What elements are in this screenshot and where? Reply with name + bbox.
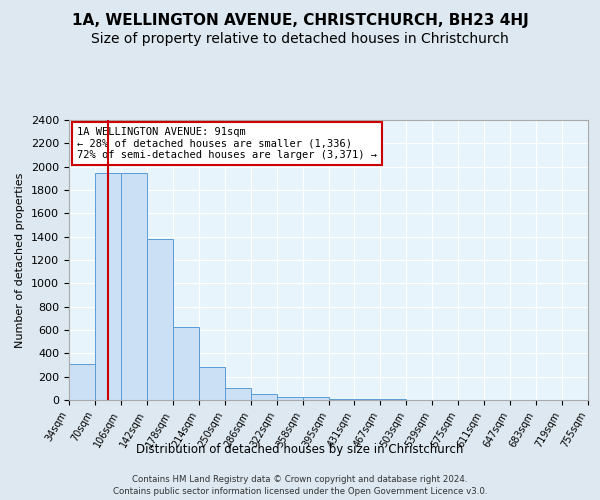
Bar	[147, 239, 173, 400]
Text: Distribution of detached houses by size in Christchurch: Distribution of detached houses by size …	[136, 442, 464, 456]
Text: 1A WELLINGTON AVENUE: 91sqm
← 28% of detached houses are smaller (1,336)
72% of : 1A WELLINGTON AVENUE: 91sqm ← 28% of det…	[77, 127, 377, 160]
Bar	[199, 368, 224, 400]
Bar	[69, 364, 95, 400]
Bar	[95, 172, 121, 400]
Text: Size of property relative to detached houses in Christchurch: Size of property relative to detached ho…	[91, 32, 509, 46]
Text: Contains HM Land Registry data © Crown copyright and database right 2024.: Contains HM Land Registry data © Crown c…	[132, 475, 468, 484]
Bar	[173, 326, 199, 400]
Text: 1A, WELLINGTON AVENUE, CHRISTCHURCH, BH23 4HJ: 1A, WELLINGTON AVENUE, CHRISTCHURCH, BH2…	[71, 12, 529, 28]
Text: Contains public sector information licensed under the Open Government Licence v3: Contains public sector information licen…	[113, 488, 487, 496]
Bar	[225, 388, 251, 400]
Bar	[251, 394, 277, 400]
Bar	[302, 397, 329, 400]
Bar	[329, 399, 355, 400]
Bar	[121, 172, 147, 400]
Y-axis label: Number of detached properties: Number of detached properties	[16, 172, 25, 348]
Bar	[277, 396, 302, 400]
